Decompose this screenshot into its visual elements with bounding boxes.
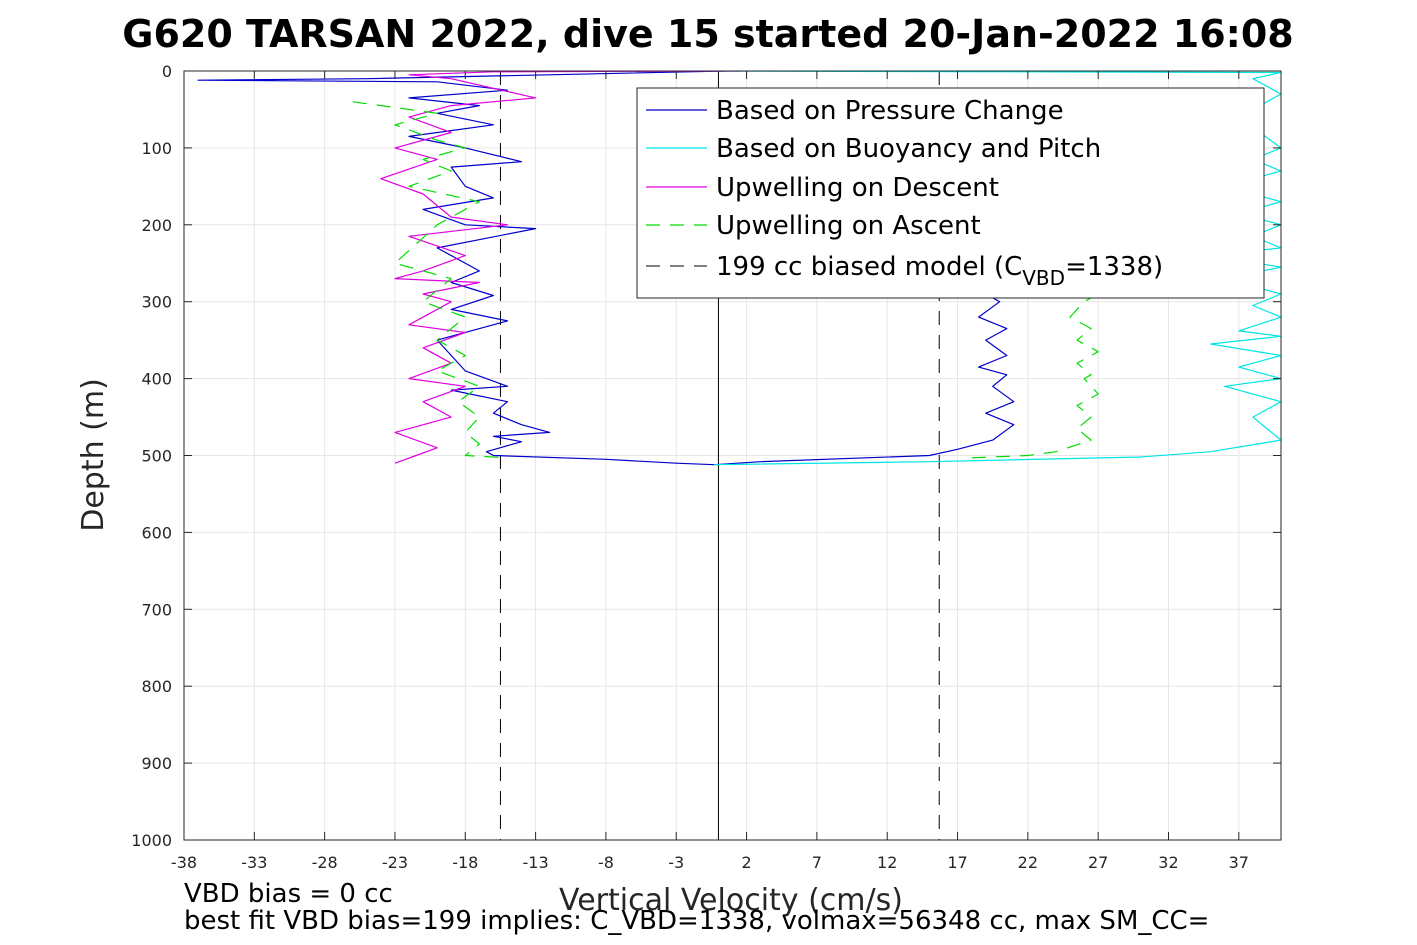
x-tick-label: 37: [1229, 853, 1249, 872]
y-axis-ticks: 0 100 200 300 400 500 600 700 800 900 1000: [131, 62, 1281, 850]
footer-best-fit: best fit VBD bias=199 implies: C_VBD=133…: [184, 906, 1209, 936]
y-axis-label: Depth (m): [76, 378, 111, 532]
x-tick-label: 7: [812, 853, 822, 872]
x-tick-label: 22: [1018, 853, 1038, 872]
y-tick-label: 900: [141, 754, 172, 773]
series-line: [714, 293, 1015, 466]
series-line: [971, 293, 1099, 459]
legend-model-subscript: VBD: [1022, 266, 1065, 290]
legend-box: [636, 87, 1265, 299]
x-axis-label: Vertical Velocity (cm/s): [559, 883, 903, 918]
y-tick-label: 500: [141, 447, 172, 466]
x-tick-label: -38: [171, 853, 197, 872]
legend-label: Upwelling on Descent: [716, 173, 999, 203]
x-tick-label: 12: [877, 853, 897, 872]
y-tick-label: 1000: [131, 831, 172, 850]
x-tick-label: -13: [523, 853, 549, 872]
y-tick-label: 200: [141, 216, 172, 235]
x-tick-label: 27: [1088, 853, 1108, 872]
legend-label-model: 199 cc biased model (CVBD=1338): [716, 252, 1163, 290]
y-tick-label: 800: [141, 677, 172, 696]
footer-vbd-bias: VBD bias = 0 cc: [184, 879, 393, 909]
legend-label: Based on Pressure Change: [716, 96, 1064, 126]
x-tick-label: -33: [241, 853, 267, 872]
legend-label: Based on Buoyancy and Pitch: [716, 134, 1101, 164]
y-tick-label: 400: [141, 370, 172, 389]
y-tick-label: 700: [141, 600, 172, 619]
legend-label: Upwelling on Ascent: [716, 211, 981, 241]
chart-title: G620 TARSAN 2022, dive 15 started 20-Jan…: [122, 12, 1293, 56]
y-tick-label: 100: [141, 139, 172, 158]
y-tick-label: 0: [162, 62, 172, 81]
y-tick-label: 300: [141, 293, 172, 312]
legend-model-prefix: 199 cc biased model (C: [716, 252, 1022, 282]
x-tick-label: 17: [947, 853, 967, 872]
x-tick-label: -3: [668, 853, 684, 872]
x-axis-ticks: -38 -33 -28 -23 -18 -13 -8 -3 2 7 12 17 22 27 32 37: [171, 71, 1249, 872]
series-line: [352, 101, 508, 459]
legend: Based on Pressure Change Based on Buoyanc…: [636, 87, 1265, 299]
legend-model-suffix: =1338): [1065, 252, 1163, 282]
y-tick-label: 600: [141, 523, 172, 542]
x-tick-label: -23: [382, 853, 408, 872]
x-tick-label: -8: [598, 853, 614, 872]
x-tick-label: 32: [1158, 853, 1178, 872]
series-line: [197, 71, 726, 466]
x-tick-label: -28: [312, 853, 338, 872]
x-tick-label: -18: [452, 853, 478, 872]
x-tick-label: 2: [741, 853, 751, 872]
